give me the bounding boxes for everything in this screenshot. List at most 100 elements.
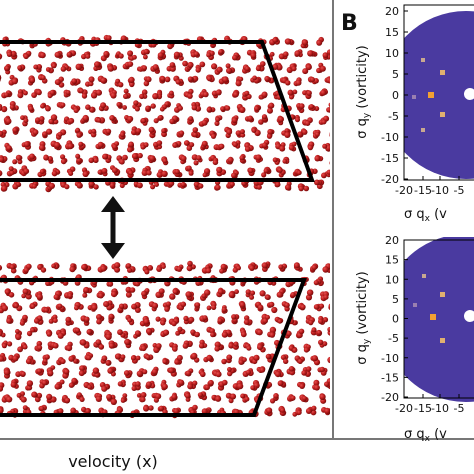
particle-cluster [321, 169, 330, 179]
particle-cluster [35, 368, 45, 376]
particle-cluster [62, 367, 70, 379]
particle-cluster [169, 115, 180, 125]
x-tick-label: -20 [395, 184, 413, 197]
particle-cluster [198, 368, 206, 378]
particle-cluster [208, 154, 219, 166]
particle-cluster [292, 168, 302, 177]
particle-cluster [3, 367, 11, 379]
particle-cluster [286, 366, 296, 376]
particle-cluster [111, 288, 119, 298]
particle-cluster [305, 405, 317, 416]
peak [430, 314, 436, 320]
particle-cluster [176, 301, 187, 311]
diffraction-disk [404, 237, 474, 402]
particle-cluster [136, 392, 147, 403]
particle-cluster [206, 50, 215, 61]
xlabel-sub: x [425, 434, 431, 444]
particle-cluster [297, 128, 308, 138]
particle-cluster [70, 104, 81, 114]
particle-cluster [0, 181, 10, 192]
particle-cluster [272, 157, 281, 165]
particle-cluster [50, 140, 62, 151]
y-tick-label: -15 [381, 371, 399, 384]
particle-cluster [279, 76, 291, 86]
particle-cluster [160, 379, 168, 391]
particle-cluster [195, 61, 206, 73]
particle-cluster [150, 64, 160, 74]
particle-cluster [54, 76, 65, 88]
particle-cluster [145, 380, 156, 389]
peak [440, 338, 445, 343]
particle-cluster [211, 369, 222, 378]
particle-cluster [214, 180, 221, 191]
particle-cluster [26, 326, 38, 337]
particle-cluster [190, 352, 200, 363]
particle-cluster [6, 166, 18, 177]
particle-cluster [324, 76, 330, 84]
particle-cluster [174, 103, 183, 113]
particle-cluster [117, 329, 129, 339]
particle-cluster [232, 89, 240, 98]
particle-cluster [238, 300, 247, 312]
y-tick-label: 20 [385, 234, 399, 247]
particle-cluster [108, 340, 118, 349]
particle-cluster [0, 129, 7, 138]
particle-cluster [131, 126, 142, 136]
particle-cluster [266, 128, 275, 139]
particle-cluster [124, 115, 134, 124]
particle-cluster [47, 89, 57, 99]
particle-cluster [29, 127, 39, 137]
x-tick-label: -5 [454, 402, 465, 415]
particle-cluster [48, 114, 59, 125]
particle-cluster [203, 354, 214, 363]
particle-cluster [302, 89, 312, 100]
particle-cluster [46, 365, 56, 377]
y-tick-label: -5 [388, 110, 399, 123]
particle-cluster [243, 315, 253, 326]
y-tick-label: -20 [381, 173, 399, 186]
particle-cluster [0, 155, 8, 163]
particle-cluster [221, 329, 233, 338]
particle-cluster [206, 106, 216, 113]
particle-cluster [162, 357, 170, 365]
particle-cluster [151, 392, 162, 403]
particle-cluster [51, 167, 61, 177]
particle-cluster [33, 315, 44, 325]
particle-cluster [287, 89, 298, 100]
particle-cluster [74, 301, 84, 311]
particle-cluster [6, 49, 18, 60]
particle-cluster [221, 354, 233, 365]
particle-cluster [161, 127, 168, 138]
particle-cluster [21, 141, 32, 150]
particle-cluster [167, 90, 175, 99]
particle-cluster [82, 286, 93, 298]
particle-cluster [68, 377, 79, 388]
particle-cluster [56, 357, 66, 366]
particle-cluster [319, 393, 327, 404]
particle-cluster [4, 63, 11, 75]
particle-cluster [75, 153, 83, 165]
particle-cluster [307, 141, 315, 151]
particle-cluster [63, 291, 74, 300]
particle-cluster [83, 381, 95, 390]
ylabel-suffix: (vorticity) [355, 45, 370, 113]
particle-cluster [187, 380, 198, 390]
ylabel-sub: y [362, 338, 372, 344]
y-tick-label: 15 [385, 254, 399, 267]
particle-cluster [116, 154, 128, 165]
particle-cluster [176, 379, 185, 388]
particle-cluster [148, 126, 156, 139]
particle-cluster-bottom [0, 260, 330, 419]
particle-cluster [118, 130, 126, 140]
particle-cluster [259, 290, 271, 300]
particle-cluster [211, 394, 222, 402]
particle-cluster [40, 102, 51, 112]
particle-cluster [43, 154, 54, 164]
particle-cluster [297, 183, 310, 192]
particle-cluster [280, 354, 289, 364]
particle-cluster [312, 379, 320, 391]
particle-cluster [264, 75, 275, 84]
particle-cluster [109, 115, 118, 124]
particle-cluster [19, 314, 28, 326]
